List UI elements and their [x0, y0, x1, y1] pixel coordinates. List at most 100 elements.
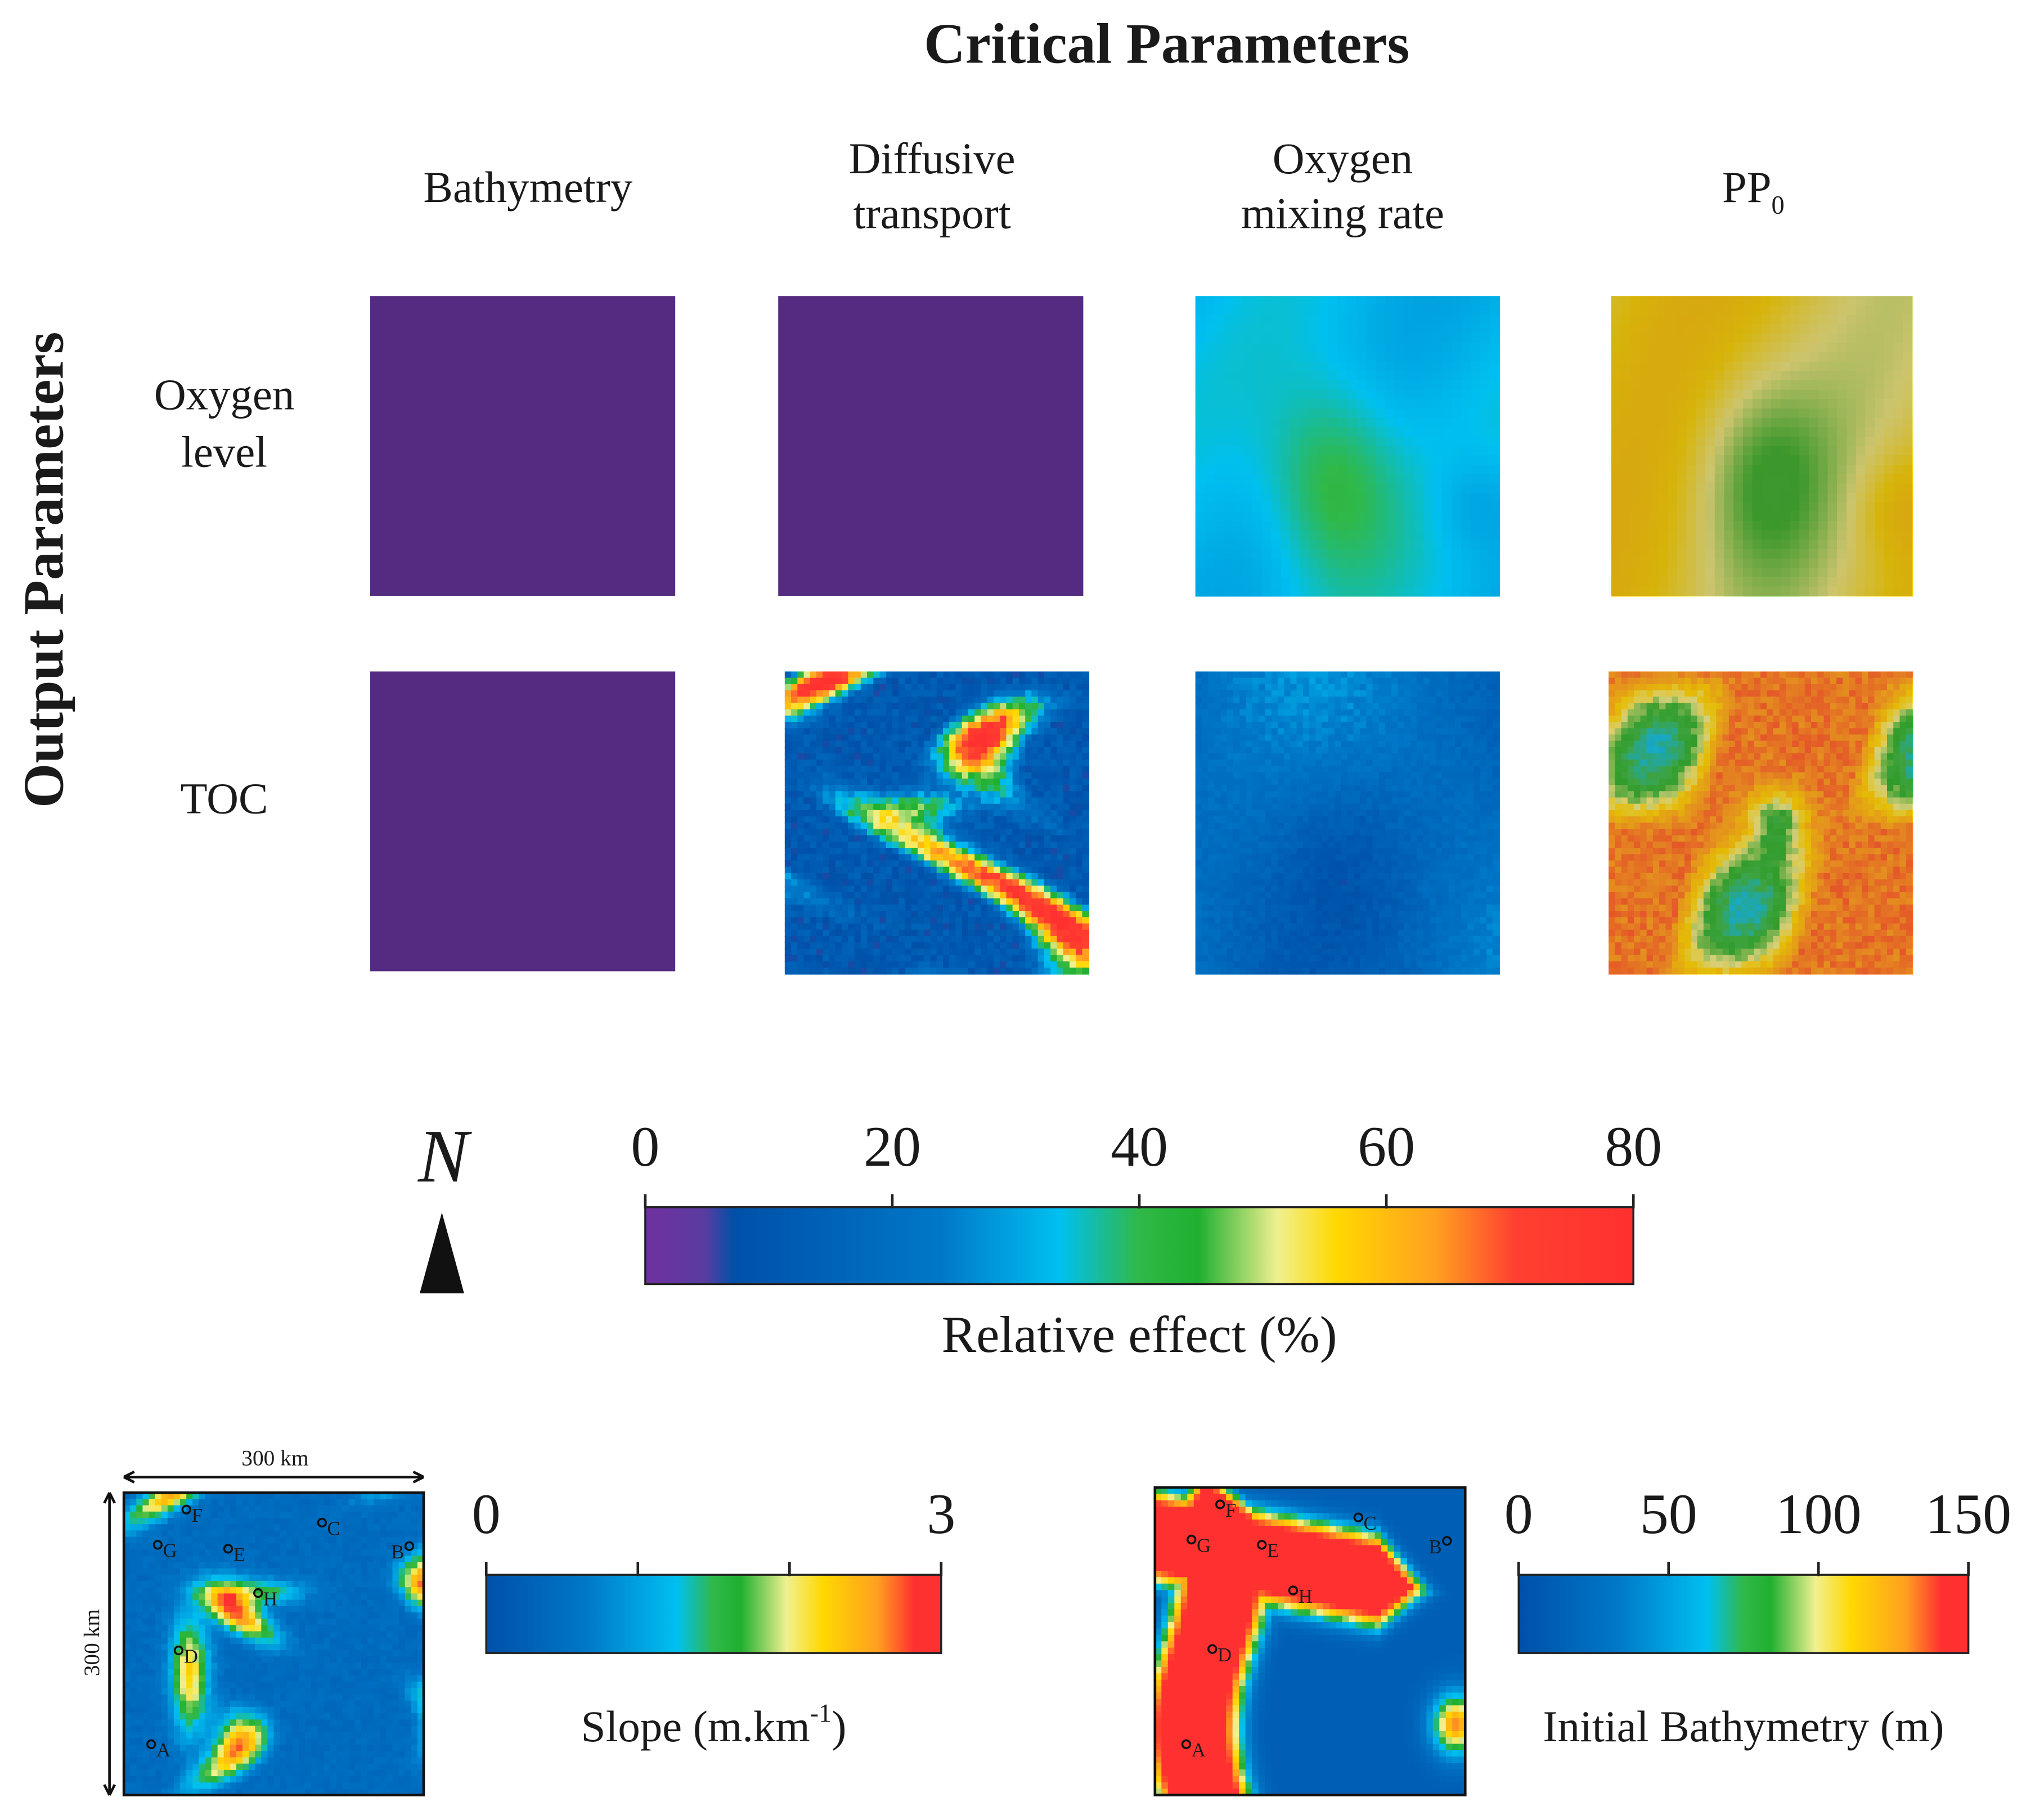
heat-cell [1356, 511, 1367, 522]
heat-cell [1018, 961, 1026, 969]
heat-cell [1239, 797, 1247, 805]
heat-cell [1385, 305, 1396, 316]
heat-cell [1025, 703, 1032, 711]
heat-cell [1356, 352, 1367, 363]
heat-cell [930, 967, 938, 975]
heat-cell [1057, 696, 1064, 704]
heat-cell [1432, 520, 1443, 531]
heat-cell [867, 829, 874, 837]
heat-cell [1063, 823, 1071, 830]
heat-cell [1489, 586, 1500, 597]
heat-cell [1309, 530, 1320, 541]
heat-cell [1252, 841, 1260, 849]
heat-cell [1201, 715, 1209, 723]
heat-cell [1265, 841, 1273, 849]
heat-cell [899, 715, 906, 723]
heat-cell [1668, 361, 1678, 372]
heat-cell [993, 898, 1001, 906]
heat-cell [1006, 866, 1014, 874]
heat-cell [1025, 696, 1032, 704]
heat-cell [1271, 314, 1282, 325]
heat-cell [1432, 343, 1443, 353]
heat-cell [1063, 898, 1071, 906]
heat-cell [1025, 816, 1032, 824]
heat-cell [1012, 696, 1020, 704]
heat-cell [829, 734, 837, 742]
heat-cell [1195, 671, 1203, 679]
heat-cell [829, 835, 837, 843]
heat-cell [981, 955, 989, 963]
heat-cell [1025, 917, 1032, 924]
heat-cell [1271, 722, 1279, 729]
heat-cell [1480, 577, 1491, 587]
heat-cell [1452, 464, 1462, 475]
heat-cell [1208, 854, 1215, 861]
heat-cell [1000, 949, 1007, 956]
heat-cell [842, 911, 849, 918]
heat-cell [1000, 929, 1007, 937]
heat-cell [1220, 904, 1228, 912]
heat-cell [917, 740, 925, 748]
heat-cell [1037, 785, 1045, 792]
heat-cell [968, 841, 976, 849]
heat-cell [899, 671, 906, 679]
heat-cell [1069, 848, 1077, 855]
heat-cell [797, 911, 805, 918]
heat-cell [1686, 333, 1697, 344]
heat-cell [1201, 892, 1209, 900]
heat-cell [911, 929, 919, 937]
heat-cell [981, 886, 989, 893]
heat-cell [879, 967, 887, 975]
heat-cell [1082, 936, 1090, 943]
heat-cell [1318, 343, 1329, 353]
heat-cell [955, 728, 963, 735]
heat-cell [892, 841, 900, 849]
heat-cell [1239, 911, 1247, 918]
heat-cell [1239, 936, 1247, 943]
heat-cell [1442, 352, 1453, 363]
heat-cell [1195, 577, 1206, 587]
heat-cell [930, 715, 938, 723]
heat-cell [1328, 371, 1339, 381]
heat-cell [905, 829, 913, 837]
heat-cell [1227, 734, 1234, 742]
heat-cell [899, 873, 906, 880]
heat-cell [1246, 715, 1254, 723]
heat-cell [1227, 766, 1234, 774]
heat-cell [1239, 860, 1247, 868]
heat-cell [797, 848, 805, 855]
heat-cell [1252, 797, 1260, 805]
heat-cell [1452, 474, 1462, 484]
heat-cell [1318, 446, 1329, 456]
heat-cell [1000, 923, 1007, 931]
heat-cell [1261, 371, 1273, 381]
heat-cell [911, 860, 919, 868]
heat-cell [1050, 684, 1058, 691]
heat-cell [962, 886, 969, 893]
heat-cell [899, 760, 906, 767]
heat-cell [1300, 343, 1310, 353]
panel-uniform [370, 671, 676, 972]
heat-cell [1271, 810, 1279, 817]
heat-cell [1227, 835, 1234, 843]
heat-cell [1639, 437, 1650, 447]
heat-cell [1309, 568, 1320, 578]
heat-cell [1233, 389, 1244, 400]
heat-cell [1000, 942, 1007, 950]
heat-cell [905, 904, 913, 912]
heat-cell [1233, 823, 1241, 830]
heat-cell [1318, 408, 1329, 419]
heat-cell [816, 722, 824, 729]
heat-cell [1366, 502, 1377, 513]
heat-cell [936, 696, 944, 704]
heat-cell [1404, 520, 1415, 531]
heat-cell [848, 671, 855, 679]
heat-cell [987, 923, 995, 931]
heat-cell [1677, 371, 1687, 381]
heat-cell [1195, 305, 1206, 316]
heat-cell [854, 942, 862, 950]
heat-cell [1195, 446, 1206, 456]
heat-cell [823, 841, 830, 849]
heat-cell [949, 835, 956, 843]
heat-cell [1432, 530, 1443, 541]
